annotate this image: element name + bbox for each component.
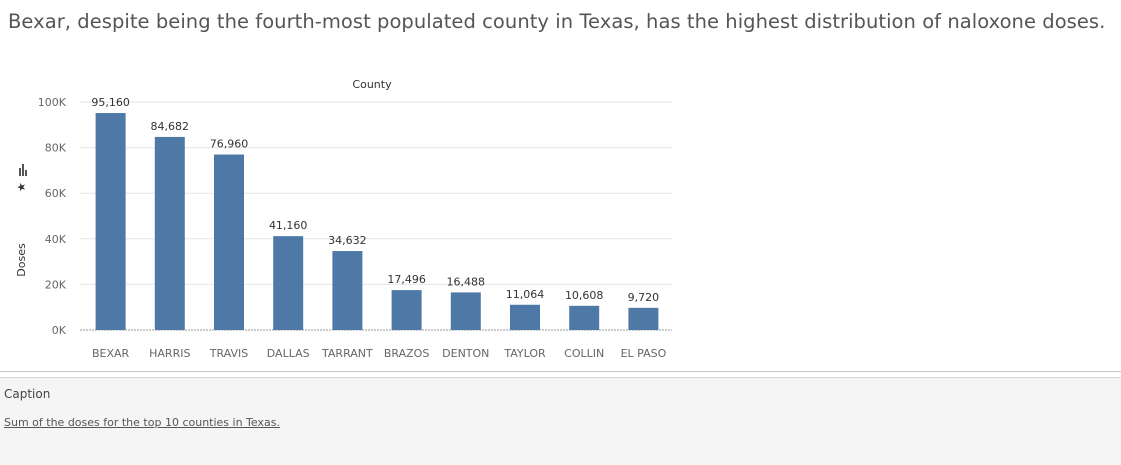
data-label: 9,720 — [628, 291, 660, 304]
bar — [391, 290, 422, 330]
bar — [214, 154, 244, 330]
caption-text[interactable]: Sum of the doses for the top 10 counties… — [4, 416, 280, 429]
x-tick-label: DENTON — [442, 347, 489, 360]
sort-icon-bar — [25, 170, 27, 176]
bar-chart: County Doses ★ 0K 20K 40K 60K 80K 100K 95,160 BEXA… — [0, 60, 1121, 370]
chart-title: Bexar, despite being the fourth-most pop… — [8, 10, 1106, 33]
data-label: 16,488 — [447, 275, 486, 288]
bar — [628, 307, 659, 330]
x-tick-label: TRAVIS — [209, 347, 249, 360]
x-tick-label: BRAZOS — [384, 347, 429, 360]
bar — [273, 236, 304, 330]
sort-icon — [19, 164, 27, 176]
data-label: 34,632 — [328, 234, 367, 247]
sort-icon-bar — [19, 168, 21, 176]
chart-svg: County Doses ★ 0K 20K 40K 60K 80K 100K 95,160 BEXA… — [15, 78, 672, 360]
data-label: 76,960 — [210, 138, 249, 151]
caption-panel: Caption Sum of the doses for the top 10 … — [0, 377, 1121, 465]
data-label: 10,608 — [565, 289, 604, 302]
y-tick-label: 100K — [38, 96, 67, 109]
y-tick-label: 0K — [52, 324, 67, 337]
data-label: 95,160 — [91, 96, 130, 109]
x-tick-label: TAYLOR — [503, 347, 546, 360]
x-tick-label: BEXAR — [92, 347, 130, 360]
x-tick-label: TARRANT — [321, 347, 373, 360]
bar — [95, 113, 126, 330]
data-label: 84,682 — [151, 120, 190, 133]
x-tick-label: EL PASO — [621, 347, 667, 360]
data-label: 41,160 — [269, 219, 308, 232]
caption-divider — [0, 371, 1121, 372]
pin-icon: ★ — [15, 182, 28, 192]
y-axis-title: Doses — [15, 243, 28, 277]
caption-label: Caption — [4, 387, 51, 401]
x-tick-label: DALLAS — [267, 347, 310, 360]
y-tick-label: 80K — [45, 142, 67, 155]
bar — [510, 304, 540, 330]
bar — [154, 136, 185, 330]
y-tick-label: 60K — [45, 187, 67, 200]
data-label: 17,496 — [387, 273, 426, 286]
x-tick-label: HARRIS — [149, 347, 190, 360]
bar — [569, 305, 600, 330]
column-header: County — [352, 78, 392, 91]
data-label: 11,064 — [506, 288, 545, 301]
sort-icon-bar — [22, 164, 24, 176]
bar — [332, 251, 363, 330]
bar — [450, 292, 481, 330]
y-tick-label: 20K — [45, 278, 67, 291]
y-tick-label: 40K — [45, 233, 67, 246]
x-tick-label: COLLIN — [564, 347, 604, 360]
